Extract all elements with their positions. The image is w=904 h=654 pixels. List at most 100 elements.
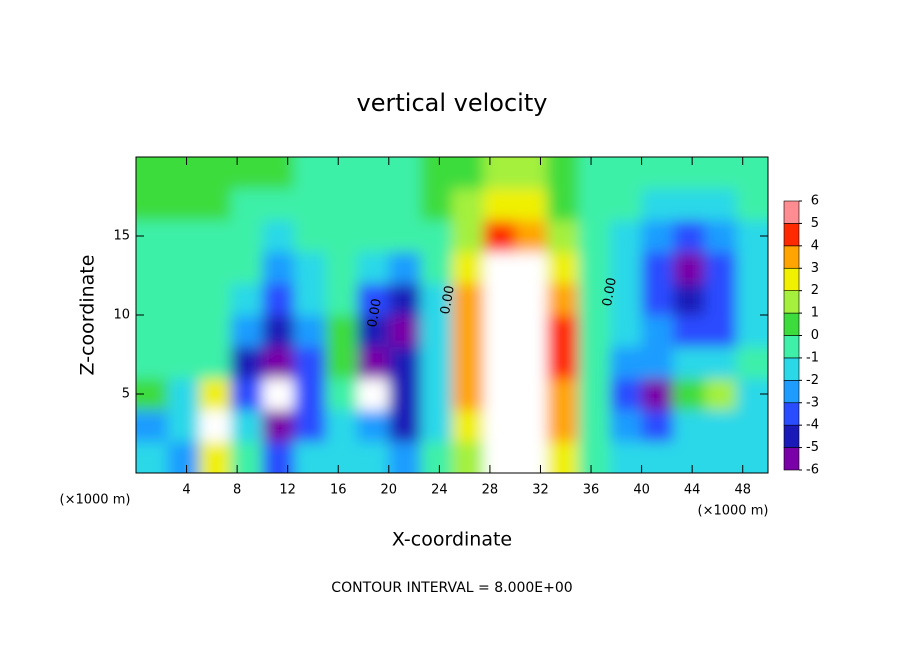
cell bbox=[483, 188, 516, 221]
cell bbox=[641, 441, 674, 473]
x-tick-label: 28 bbox=[482, 483, 499, 498]
chart-title: vertical velocity bbox=[357, 89, 548, 117]
cell bbox=[230, 157, 263, 190]
cell bbox=[483, 251, 516, 284]
cell bbox=[420, 378, 453, 411]
colorbar-swatch bbox=[783, 335, 800, 359]
x-tick-label: 16 bbox=[330, 483, 347, 498]
cell bbox=[167, 157, 200, 190]
y-tick-label: 5 bbox=[122, 387, 130, 402]
cell bbox=[294, 157, 327, 190]
colorbar-label: 5 bbox=[811, 216, 819, 231]
x-tick-label: 8 bbox=[233, 483, 241, 498]
colorbar-swatch bbox=[783, 424, 800, 448]
cell bbox=[546, 188, 579, 221]
cell bbox=[357, 251, 390, 284]
cell bbox=[388, 378, 421, 411]
x-tick-label: 24 bbox=[431, 483, 448, 498]
cell bbox=[199, 188, 232, 221]
cell bbox=[420, 283, 453, 316]
cell bbox=[736, 188, 768, 221]
cell bbox=[736, 251, 768, 284]
cell bbox=[641, 346, 674, 379]
cell bbox=[641, 251, 674, 284]
colorbar-swatch bbox=[783, 312, 800, 336]
cell bbox=[388, 251, 421, 284]
cell bbox=[610, 157, 643, 190]
cell bbox=[673, 220, 706, 253]
cell bbox=[546, 441, 579, 473]
cell bbox=[578, 409, 611, 442]
x-tick-label: 40 bbox=[633, 483, 650, 498]
cell bbox=[483, 441, 516, 473]
cell bbox=[515, 188, 548, 221]
cell bbox=[136, 409, 169, 442]
cell bbox=[704, 315, 737, 348]
cell bbox=[294, 188, 327, 221]
cell bbox=[262, 346, 295, 379]
x-tick-label: 32 bbox=[532, 483, 549, 498]
cell bbox=[546, 346, 579, 379]
cell bbox=[388, 409, 421, 442]
cell bbox=[452, 441, 485, 473]
cell bbox=[452, 188, 485, 221]
cell bbox=[736, 441, 768, 473]
cell bbox=[136, 188, 169, 221]
cell bbox=[262, 251, 295, 284]
cell bbox=[452, 220, 485, 253]
cell bbox=[136, 283, 169, 316]
cell bbox=[704, 441, 737, 473]
cell bbox=[420, 188, 453, 221]
cell bbox=[546, 157, 579, 190]
cell bbox=[357, 220, 390, 253]
cell bbox=[230, 220, 263, 253]
cell bbox=[262, 315, 295, 348]
cell bbox=[641, 188, 674, 221]
cell bbox=[515, 409, 548, 442]
cell bbox=[704, 220, 737, 253]
cell bbox=[294, 441, 327, 473]
colorbar-swatch bbox=[783, 402, 800, 426]
cell bbox=[294, 409, 327, 442]
cell bbox=[515, 251, 548, 284]
cell bbox=[136, 251, 169, 284]
cell bbox=[230, 409, 263, 442]
x-unit: (×1000 m) bbox=[60, 493, 131, 508]
cell bbox=[199, 251, 232, 284]
cell bbox=[388, 346, 421, 379]
cell bbox=[610, 409, 643, 442]
cell bbox=[515, 346, 548, 379]
colorbar-label: -4 bbox=[806, 418, 819, 433]
cell bbox=[736, 346, 768, 379]
colorbar-label: 4 bbox=[811, 238, 819, 253]
cell bbox=[199, 409, 232, 442]
cell bbox=[452, 346, 485, 379]
colorbar-swatch bbox=[783, 357, 800, 381]
cell bbox=[199, 441, 232, 473]
cell bbox=[325, 378, 358, 411]
colorbar-label: -2 bbox=[806, 373, 819, 388]
cell bbox=[357, 346, 390, 379]
cell bbox=[452, 409, 485, 442]
x-tick-label: 48 bbox=[734, 483, 751, 498]
colorbar-label: -3 bbox=[806, 395, 819, 410]
cell bbox=[199, 315, 232, 348]
x-tick-label: 36 bbox=[583, 483, 600, 498]
cell bbox=[325, 346, 358, 379]
cell bbox=[136, 157, 169, 190]
colorbar-swatch bbox=[783, 447, 800, 471]
cell bbox=[325, 409, 358, 442]
y-tick-label: 10 bbox=[113, 308, 130, 323]
cell bbox=[704, 251, 737, 284]
x-tick-label: 44 bbox=[684, 483, 701, 498]
colorbar-label: 2 bbox=[811, 283, 819, 298]
cell bbox=[578, 220, 611, 253]
cell bbox=[641, 157, 674, 190]
cell bbox=[167, 188, 200, 221]
colorbar-swatch bbox=[783, 223, 800, 247]
cell bbox=[610, 283, 643, 316]
cell bbox=[546, 409, 579, 442]
cell bbox=[262, 220, 295, 253]
cell bbox=[167, 283, 200, 316]
